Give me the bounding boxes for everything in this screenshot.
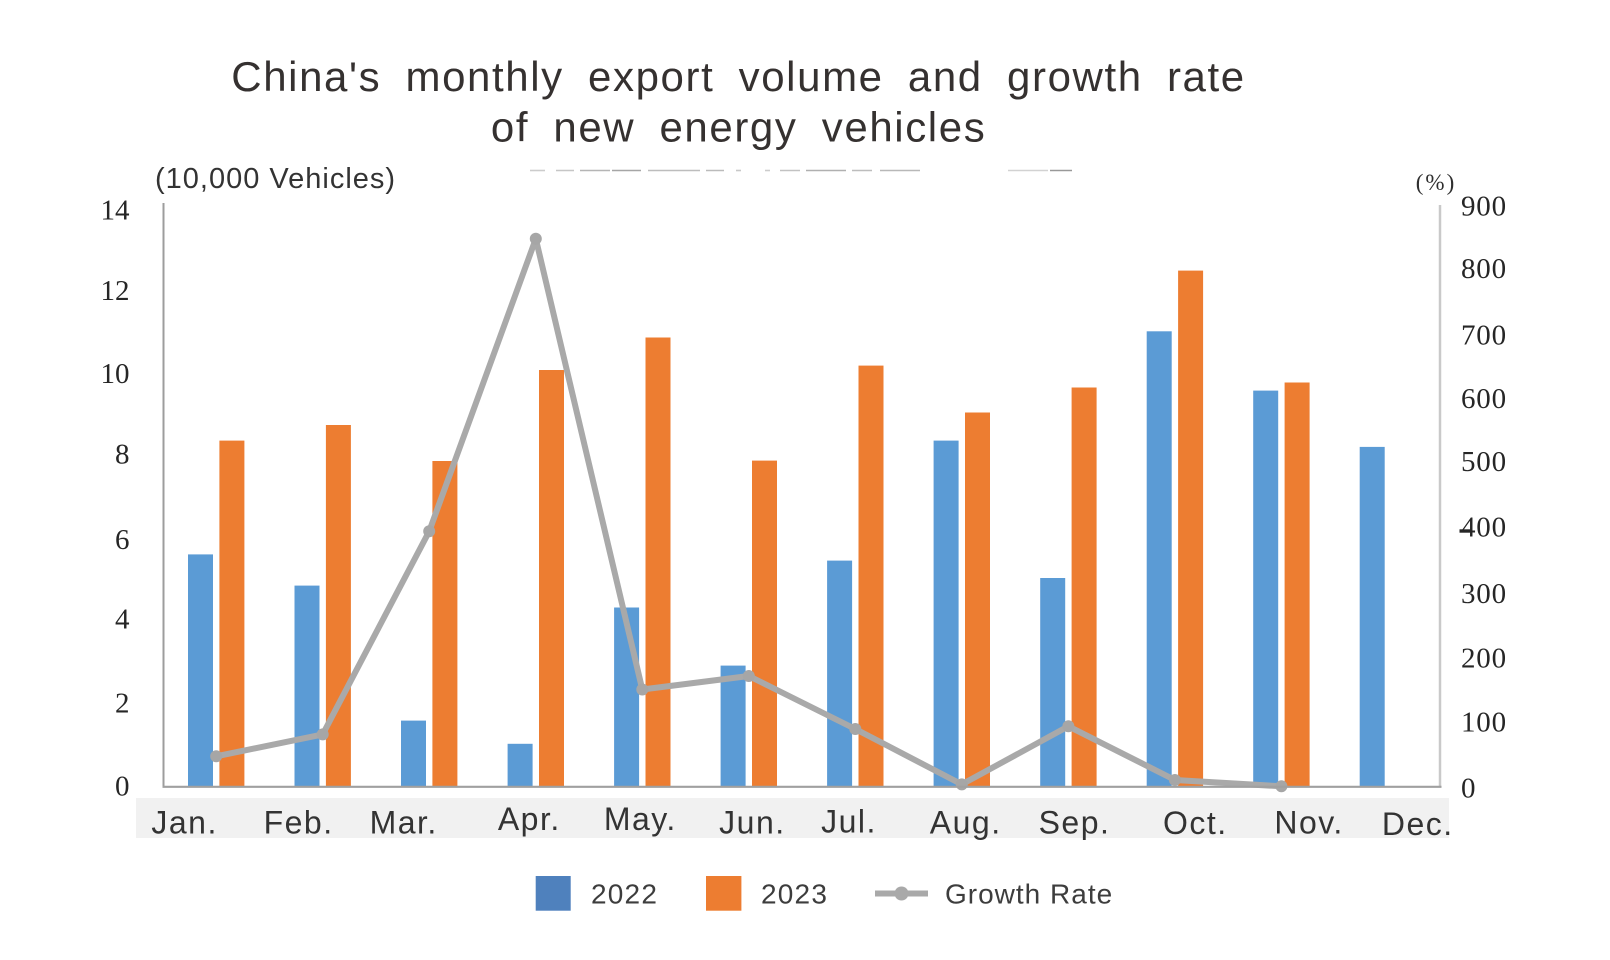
svg-text:300: 300 — [1461, 578, 1507, 610]
svg-text:8: 8 — [115, 439, 130, 471]
svg-text:Jan.: Jan. — [151, 805, 217, 841]
svg-text:100: 100 — [1461, 707, 1507, 739]
svg-text:of new energy vehicles: of new energy vehicles — [491, 104, 986, 151]
svg-text:(10,000 Vehicles): (10,000 Vehicles) — [155, 163, 396, 195]
svg-text:2023: 2023 — [761, 879, 828, 910]
svg-text:14: 14 — [101, 194, 131, 226]
svg-text:4: 4 — [115, 603, 130, 635]
svg-text:800: 800 — [1461, 253, 1507, 285]
svg-text:500: 500 — [1461, 446, 1507, 478]
svg-text:700: 700 — [1461, 319, 1507, 351]
svg-text:Mar.: Mar. — [370, 805, 438, 841]
svg-text:2022: 2022 — [591, 879, 658, 910]
svg-text:Dec.: Dec. — [1382, 806, 1454, 842]
svg-text:Apr.: Apr. — [498, 801, 561, 837]
svg-text:600: 600 — [1461, 383, 1507, 415]
svg-text:200: 200 — [1461, 642, 1507, 674]
svg-text:10: 10 — [101, 358, 130, 390]
svg-text:6: 6 — [115, 524, 130, 556]
svg-text:Oct.: Oct. — [1163, 805, 1228, 841]
svg-text:Jun.: Jun. — [719, 805, 785, 841]
svg-text:0: 0 — [115, 771, 130, 803]
svg-text:Aug.: Aug. — [930, 805, 1002, 841]
svg-text:Feb.: Feb. — [264, 805, 334, 841]
svg-text:900: 900 — [1461, 191, 1507, 223]
svg-text:Sep.: Sep. — [1039, 805, 1111, 841]
svg-text:400: 400 — [1461, 512, 1507, 544]
svg-text:Growth Rate: Growth Rate — [945, 879, 1113, 910]
svg-text:Jul.: Jul. — [821, 804, 877, 840]
svg-text:12: 12 — [101, 275, 130, 307]
svg-text:0: 0 — [1461, 773, 1476, 805]
svg-text:(%): (%) — [1416, 170, 1456, 195]
svg-text:Nov.: Nov. — [1274, 805, 1343, 841]
svg-text:China's monthly export volume: China's monthly export volume and growth… — [231, 53, 1245, 100]
svg-text:2: 2 — [115, 687, 130, 719]
svg-text:May.: May. — [604, 801, 677, 837]
